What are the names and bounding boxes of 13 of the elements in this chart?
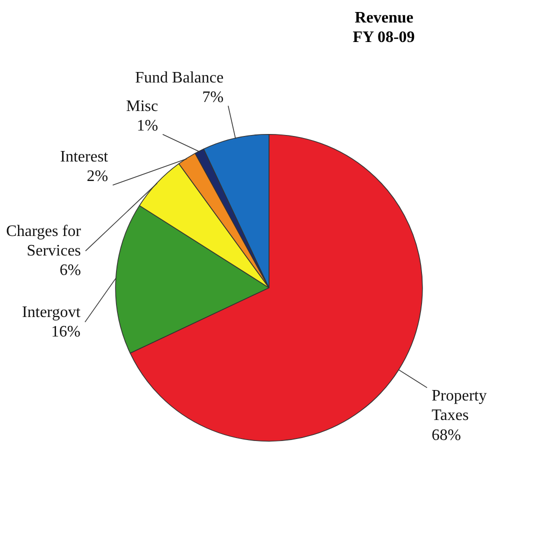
- slice-label: Charges for Services: [6, 222, 82, 260]
- slice-label: Interest: [60, 148, 109, 166]
- data-label: 68%: [432, 426, 461, 444]
- data-label: 1%: [136, 117, 158, 134]
- data-label: 16%: [51, 323, 80, 340]
- slice-label: Misc: [126, 98, 158, 115]
- chart-title: Revenue FY 08-09: [352, 10, 415, 46]
- data-label: 6%: [60, 262, 81, 279]
- slice-label: Property Taxes: [432, 388, 487, 424]
- slice-label: Fund Balance: [135, 69, 224, 86]
- data-label: 2%: [86, 168, 108, 186]
- slice-label: Intergovt: [22, 304, 81, 321]
- data-label: 7%: [202, 88, 224, 106]
